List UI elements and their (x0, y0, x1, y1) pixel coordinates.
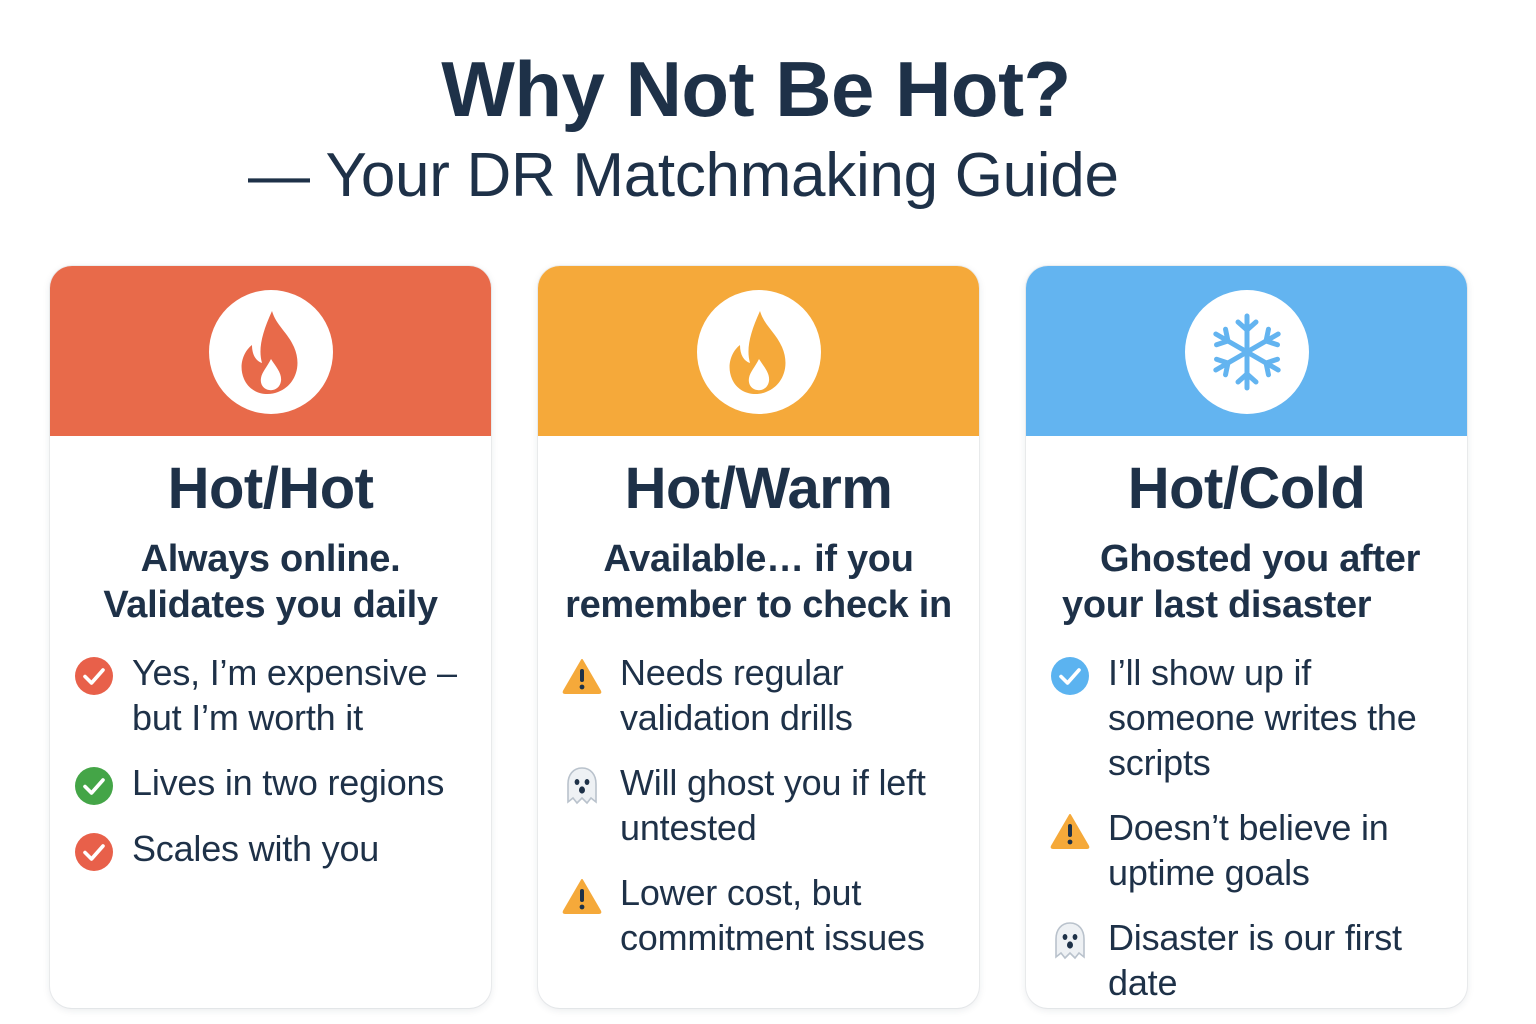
item-text: Scales with you (132, 828, 380, 869)
check-red-icon (74, 656, 114, 696)
item-text: Yes, I’m expensive – but I’m worth it (132, 652, 457, 738)
list-item: I’ll show up if someone writes the scrip… (1050, 650, 1451, 785)
fire-icon (729, 311, 785, 395)
card-badge (208, 290, 333, 414)
item-text: Disaster is our first date (1108, 917, 1402, 1003)
list-item: Lower cost, but commitment issues (562, 870, 963, 960)
item-text: Will ghost you if left untested (620, 762, 926, 848)
feature-list: I’ll show up if someone writes the scrip… (1026, 650, 1467, 1005)
page-subtitle: — Your DR Matchmaking Guide (248, 141, 1119, 210)
card-hot-cold: Hot/Cold Ghosted you after your last dis… (1026, 266, 1467, 1008)
card-title: Hot/Hot (167, 456, 374, 521)
fire-icon (241, 311, 297, 395)
card-subtitle-line: Ghosted you after (1100, 538, 1421, 580)
ghost-icon (1050, 921, 1090, 961)
ghost-icon (562, 766, 602, 806)
warning-icon (562, 876, 602, 916)
list-item: Yes, I’m expensive – but I’m worth it (74, 650, 475, 740)
list-item: Disaster is our first date (1050, 915, 1451, 1005)
card-subtitle: Available… if you remember to check in (565, 538, 952, 626)
card-hot-hot: Hot/Hot Always online. Validates you dai… (50, 266, 491, 1008)
card-subtitle: Always online. Validates you daily (103, 538, 438, 626)
card-title: Hot/Cold (1127, 456, 1366, 521)
snowflake-icon (1212, 313, 1281, 391)
card-subtitle: Ghosted you after your last disaster (1026, 536, 1467, 628)
item-text: I’ll show up if someone writes the scrip… (1108, 652, 1417, 783)
list-item: Needs regular validation drills (562, 650, 963, 740)
list-item: Lives in two regions (74, 760, 475, 806)
feature-list: Needs regular validation drills Will gho… (538, 650, 979, 960)
card-hot-warm: Hot/Warm Available… if you remember to c… (538, 266, 979, 1008)
card-title: Hot/Warm (624, 456, 893, 521)
feature-list: Yes, I’m expensive – but I’m worth it Li… (50, 650, 491, 872)
list-item: Doesn’t believe in uptime goals (1050, 805, 1451, 895)
list-item: Will ghost you if left untested (562, 760, 963, 850)
card-header (1026, 266, 1467, 436)
card-subtitle-line: your last disaster (1062, 584, 1372, 626)
item-text: Lower cost, but commitment issues (620, 872, 925, 958)
check-green-icon (74, 766, 114, 806)
warning-icon (562, 656, 602, 696)
card-header (50, 266, 491, 436)
item-text: Needs regular validation drills (620, 652, 853, 738)
card-badge (696, 290, 821, 414)
card-header (538, 266, 979, 436)
list-item: Scales with you (74, 826, 475, 872)
check-red-icon (74, 832, 114, 872)
warning-icon (1050, 811, 1090, 851)
page-title: Why Not Be Hot? (441, 45, 1071, 133)
item-text: Doesn’t believe in uptime goals (1108, 807, 1389, 893)
item-text: Lives in two regions (132, 762, 445, 803)
card-badge (1184, 290, 1309, 414)
check-blue-icon (1050, 656, 1090, 696)
